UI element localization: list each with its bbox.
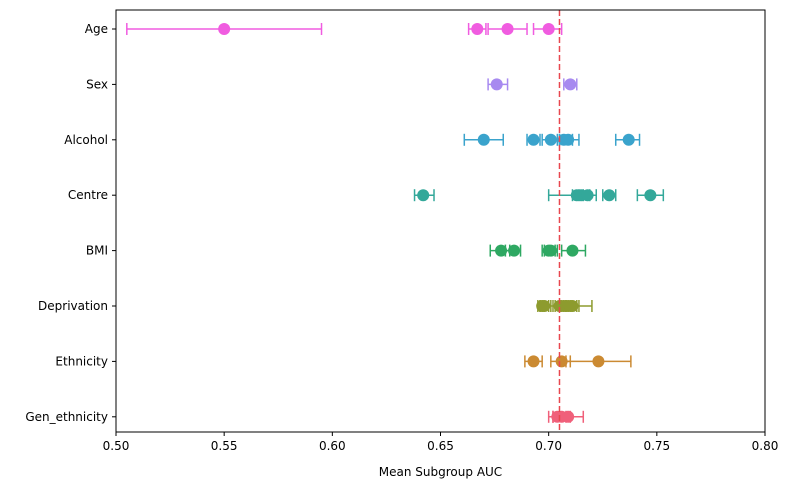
x-axis-label: Mean Subgroup AUC xyxy=(379,465,502,479)
y-tick-label: Centre xyxy=(68,188,108,202)
data-point xyxy=(417,189,429,201)
chart: 0.50 0.55 0.60 0.65 0.70 0.75 0.80 Age Sex Alcoh… xyxy=(0,0,789,490)
series-deprivation xyxy=(536,300,592,312)
data-point xyxy=(582,189,594,201)
y-axis: Age Sex Alcohol Centre BMI Deprivation Ethnici… xyxy=(25,22,116,424)
data-point xyxy=(592,355,604,367)
data-point xyxy=(545,134,557,146)
series-sex xyxy=(488,78,577,90)
data-point xyxy=(564,78,576,90)
data-point xyxy=(528,134,540,146)
data-point xyxy=(562,134,574,146)
x-tick-label: 0.60 xyxy=(319,439,346,453)
x-tick-label: 0.70 xyxy=(535,439,562,453)
data-point xyxy=(623,134,635,146)
series-age xyxy=(127,23,562,35)
data-point xyxy=(562,411,574,423)
y-tick-label: Age xyxy=(85,22,108,36)
data-point xyxy=(495,245,507,257)
y-tick-label: Sex xyxy=(86,77,108,91)
x-tick-label: 0.55 xyxy=(211,439,238,453)
data-point xyxy=(603,189,615,201)
data-point xyxy=(218,23,230,35)
data-point xyxy=(644,189,656,201)
data-point xyxy=(471,23,483,35)
x-tick-label: 0.50 xyxy=(103,439,130,453)
data-point xyxy=(566,300,578,312)
series-gen-ethnicity xyxy=(549,411,584,423)
data-point xyxy=(502,23,514,35)
x-axis: 0.50 0.55 0.60 0.65 0.70 0.75 0.80 xyxy=(103,432,779,453)
data-point xyxy=(538,300,550,312)
x-tick-label: 0.80 xyxy=(752,439,779,453)
y-tick-label: Deprivation xyxy=(38,299,108,313)
data-point xyxy=(566,245,578,257)
x-tick-label: 0.65 xyxy=(427,439,454,453)
x-tick-label: 0.75 xyxy=(643,439,670,453)
y-tick-label: BMI xyxy=(86,244,108,258)
y-tick-label: Ethnicity xyxy=(55,354,108,368)
series-ethnicity xyxy=(525,355,631,367)
y-tick-label: Alcohol xyxy=(64,133,108,147)
chart-marks xyxy=(127,10,664,432)
plot-frame xyxy=(116,10,765,432)
data-point xyxy=(543,23,555,35)
data-point xyxy=(491,78,503,90)
data-point xyxy=(478,134,490,146)
series-bmi xyxy=(490,245,585,257)
data-point xyxy=(508,245,520,257)
data-point xyxy=(545,245,557,257)
y-tick-label: Gen_ethnicity xyxy=(25,410,108,424)
series-centre xyxy=(415,189,664,201)
data-point xyxy=(556,355,568,367)
series-alcohol xyxy=(464,134,639,146)
data-point xyxy=(528,355,540,367)
